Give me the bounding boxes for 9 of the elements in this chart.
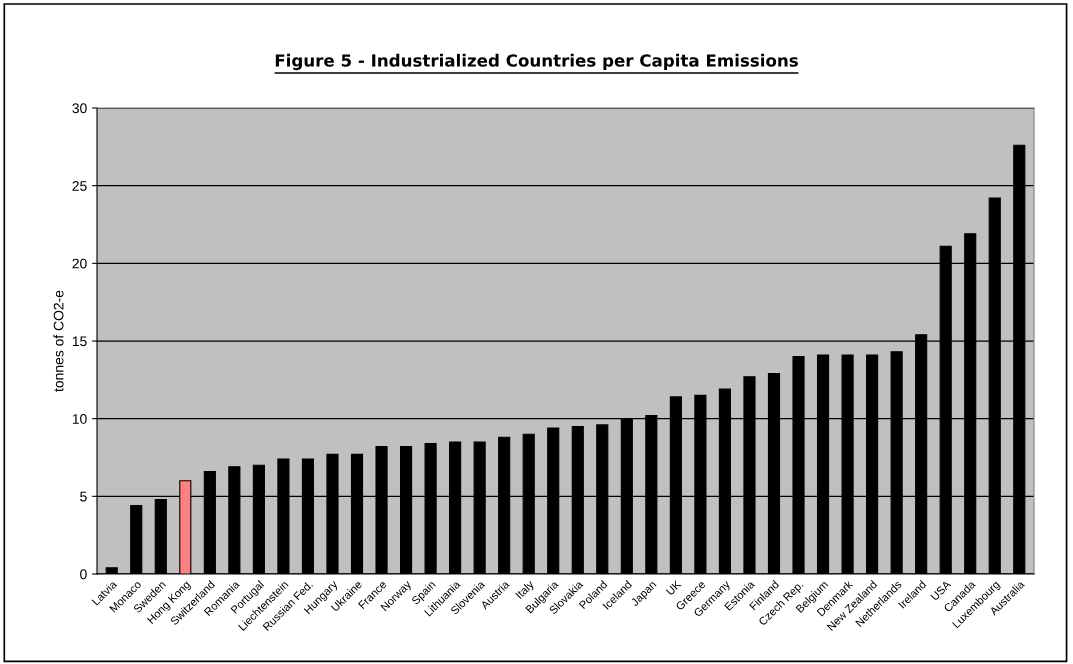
y-tick-label: 5: [80, 491, 87, 502]
chart-title: Figure 5 - Industrialized Countries per Capita Emissions: [275, 53, 798, 71]
y-tick-label: 0: [80, 569, 87, 580]
y-tick-label: 15: [72, 336, 87, 347]
y-tick-label: 25: [72, 181, 87, 191]
y-axis-title: tonnes of CO2-e: [53, 290, 64, 392]
y-tick-label: 10: [72, 414, 87, 424]
y-tick-label: 30: [72, 103, 87, 114]
y-tick-label: 20: [72, 258, 87, 269]
